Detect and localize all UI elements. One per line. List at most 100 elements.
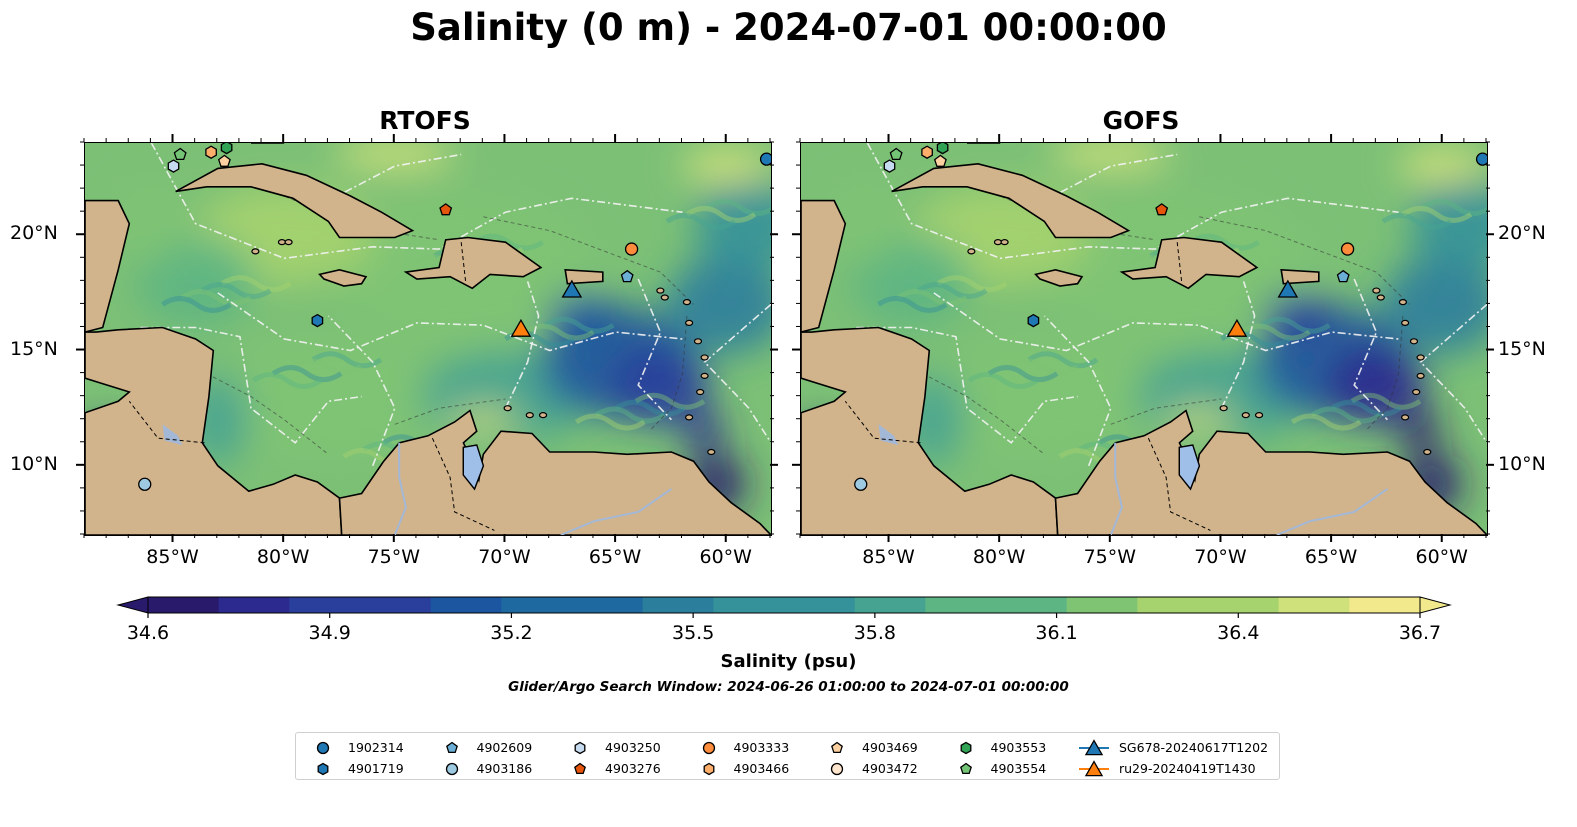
colorbar-segment [430,597,502,613]
legend-label: 4901719 [348,761,404,776]
map-panel-rtofs[interactable] [84,142,772,536]
colorbar-tick-label: 36.1 [1035,622,1078,644]
legend-label: 4903472 [862,761,918,776]
platform-marker-4901719[interactable] [311,313,324,328]
colorbar-segment [642,597,714,613]
colorbar-segment [1208,597,1280,613]
legend-marker[interactable] [445,741,458,754]
legend-label: 1902314 [348,740,404,755]
lon-label: 70°W [478,546,531,568]
platform-marker-4902609[interactable] [620,269,634,283]
panel-title-rtofs: RTOFS [379,106,471,135]
platform-marker-1902314[interactable] [1475,152,1487,166]
legend-marker[interactable] [316,741,330,755]
colorbar-segment [572,597,644,613]
platform-marker-4903186[interactable] [138,477,152,491]
map-panel-gofs[interactable] [800,142,1488,536]
colorbar-min-extend [116,596,149,614]
platform-marker-4903469[interactable] [217,154,231,167]
colorbar-segment [501,597,573,613]
lon-label: 60°W [1415,546,1468,568]
platform-marker-4903250[interactable] [167,159,180,173]
legend-label: 4903469 [862,740,918,755]
colorbar-segment [360,597,432,613]
platform-marker-4903466[interactable] [921,145,933,159]
salinity-map-gofs [801,143,1487,535]
colorbar-tick-label: 34.6 [126,622,170,644]
legend-symbol [574,741,586,755]
platform-marker-SG678-20240617T1202[interactable] [1277,279,1299,298]
legend-marker[interactable] [445,762,458,776]
platform-marker-4903276[interactable] [1155,203,1169,216]
legend-label: 4903554 [990,761,1047,776]
figure-title: Salinity (0 m) - 2024-07-01 00:00:00 [410,6,1167,49]
colorbar-label: Salinity (psu) [720,651,857,672]
colorbar-segment [784,597,856,613]
platform-marker-4903333[interactable] [1340,242,1355,256]
colorbar-tick-label: 35.2 [490,622,533,644]
colorbar-segment [289,597,361,613]
platform-marker-4903554[interactable] [889,147,903,161]
colorbar-segment [1278,597,1350,613]
legend-symbol [1079,739,1109,756]
legend-marker[interactable] [702,741,715,755]
platform-marker-4903553[interactable] [936,143,949,155]
legend-marker[interactable] [574,741,586,755]
lat-label: 15°N [1498,337,1546,360]
platform-marker-4903333[interactable] [624,242,639,256]
platform-marker-4903466[interactable] [205,145,217,159]
colorbar-segment [854,597,926,613]
legend-symbol [831,741,843,754]
legend-label: 4903186 [476,761,533,776]
legend-symbol [959,762,972,775]
colorbar-tick-label: 35.8 [853,622,896,644]
platform-marker-4903186[interactable] [854,477,868,491]
platform-marker-4903553[interactable] [220,143,233,155]
platform-marker-ru29-20240419T1430[interactable] [510,318,532,337]
colorbar-tick-label: 36.4 [1217,622,1260,644]
legend-marker[interactable] [1084,760,1104,777]
colorbar-tick-label: 36.7 [1398,622,1442,644]
lon-label: 75°W [1083,546,1137,568]
legend-symbol [574,762,586,775]
colorbar-segment [713,597,785,613]
legend: 1902314 4901719 4902609 4903186 4903250 49032… [295,732,1280,780]
legend-marker[interactable] [831,741,843,754]
legend-marker[interactable] [830,762,844,776]
platform-marker-4903554[interactable] [173,147,187,161]
legend-label: 4902609 [476,740,533,755]
legend-marker[interactable] [959,762,972,775]
colorbar-segment [218,597,290,613]
platform-marker-4901719[interactable] [1027,313,1040,328]
legend-marker[interactable] [574,762,586,775]
colorbar-tick-label: 34.9 [308,622,351,644]
legend-label: 4903333 [733,740,790,755]
platform-marker-4902609[interactable] [1336,269,1350,283]
lat-label: 10°N [1498,452,1546,475]
lon-label: 60°W [699,546,752,568]
platform-marker-4903276[interactable] [439,203,453,216]
lat-label: 20°N [1498,222,1546,245]
legend-marker[interactable] [317,762,329,776]
legend-symbol [316,741,330,755]
lat-label: 15°N [10,337,58,360]
legend-marker[interactable] [960,741,971,755]
platform-marker-SG678-20240617T1202[interactable] [561,279,583,298]
lon-label: 65°W [588,546,642,568]
platform-marker-4903250[interactable] [883,159,896,173]
legend-symbol [317,762,329,776]
lat-label: 10°N [10,452,58,475]
legend-symbol [702,741,715,755]
legend-marker[interactable] [1084,739,1104,756]
colorbar-segment [1137,597,1209,613]
legend-marker[interactable] [703,762,714,776]
platform-marker-1902314[interactable] [759,152,771,166]
platform-marker-4903469[interactable] [933,154,947,167]
lon-label: 80°W [972,546,1026,568]
legend-label: 4903553 [990,740,1047,755]
platform-marker-ru29-20240419T1430[interactable] [1226,318,1248,337]
colorbar-outline [147,596,1421,614]
colorbar-segment [996,597,1068,613]
lon-label: 75°W [367,546,421,568]
